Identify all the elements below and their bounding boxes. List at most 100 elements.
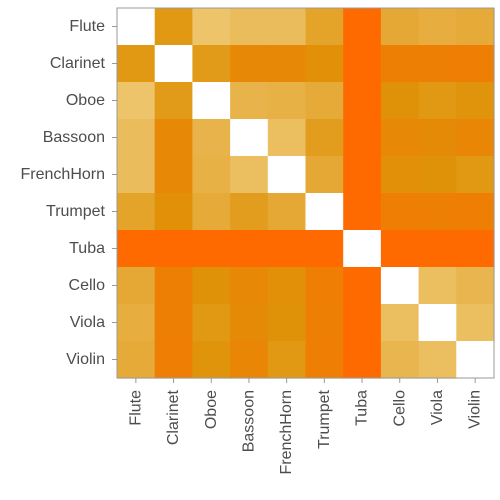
heatmap-cell-bassoon-oboe bbox=[192, 119, 231, 157]
heatmap-cell-bassoon-viola bbox=[418, 119, 457, 157]
heatmap-cell-viola-bassoon bbox=[230, 304, 269, 342]
heatmap-cell-frenchhorn-oboe bbox=[192, 156, 231, 194]
heatmap-cell-oboe-tuba bbox=[343, 82, 382, 120]
heatmap-cell-viola-flute bbox=[117, 304, 156, 342]
heatmap-cell-oboe-trumpet bbox=[305, 82, 344, 120]
heatmap-cell-violin-oboe bbox=[192, 341, 231, 379]
heatmap-cell-cello-bassoon bbox=[230, 267, 269, 305]
heatmap-cell-trumpet-oboe bbox=[192, 193, 231, 231]
heatmap-cell-frenchhorn-clarinet bbox=[154, 156, 193, 194]
heatmap-cell-violin-tuba bbox=[343, 341, 382, 379]
heatmap-cell-trumpet-viola bbox=[418, 193, 457, 231]
heatmap-cell-oboe-cello bbox=[380, 82, 420, 120]
heatmap-cell-viola-tuba bbox=[343, 304, 382, 342]
heatmap-cell-flute-violin bbox=[456, 8, 495, 46]
heatmap-cell-oboe-clarinet bbox=[154, 82, 193, 120]
heatmap-cell-frenchhorn-viola bbox=[418, 156, 457, 194]
y-tick-label-tuba: Tuba bbox=[69, 240, 105, 257]
x-tick-label-flute: Flute bbox=[127, 390, 144, 426]
heatmap-cell-tuba-oboe bbox=[192, 230, 231, 268]
heatmap-cell-oboe-oboe bbox=[192, 82, 231, 120]
y-tick-label-frenchhorn: FrenchHorn bbox=[21, 166, 105, 183]
heatmap-cell-flute-tuba bbox=[343, 8, 382, 46]
heatmap-cell-oboe-viola bbox=[418, 82, 457, 120]
heatmap-cell-clarinet-viola bbox=[418, 45, 457, 83]
heatmap-cell-flute-clarinet bbox=[154, 8, 193, 46]
heatmap-cell-bassoon-violin bbox=[456, 119, 495, 157]
heatmap-cell-frenchhorn-trumpet bbox=[305, 156, 344, 194]
heatmap-cell-tuba-frenchhorn bbox=[267, 230, 307, 268]
y-axis-labels: Flute Clarinet Oboe Bassoon FrenchHorn Trumpe… bbox=[21, 18, 106, 368]
heatmap-cell-trumpet-frenchhorn bbox=[267, 193, 307, 231]
x-tick-label-cello: Cello bbox=[391, 390, 408, 427]
y-tick-label-bassoon: Bassoon bbox=[43, 129, 105, 146]
heatmap-cell-violin-trumpet bbox=[305, 341, 344, 379]
heatmap-cell-flute-flute bbox=[117, 8, 156, 46]
heatmap-cell-cello-clarinet bbox=[154, 267, 193, 305]
x-tick-label-viola: Viola bbox=[429, 390, 446, 425]
heatmap-cell-clarinet-bassoon bbox=[230, 45, 269, 83]
heatmap-cell-cello-tuba bbox=[343, 267, 382, 305]
heatmap-cell-tuba-violin bbox=[456, 230, 495, 268]
heatmap-cell-tuba-tuba bbox=[343, 230, 382, 268]
frame-ticks bbox=[112, 26, 476, 383]
heatmap-cell-clarinet-frenchhorn bbox=[267, 45, 307, 83]
heatmap-cell-tuba-bassoon bbox=[230, 230, 269, 268]
heatmap-cell-frenchhorn-flute bbox=[117, 156, 156, 194]
heatmap-cell-tuba-clarinet bbox=[154, 230, 193, 268]
heatmap-cell-bassoon-trumpet bbox=[305, 119, 344, 157]
heatmap-cell-bassoon-bassoon bbox=[230, 119, 269, 157]
y-tick-label-oboe: Oboe bbox=[66, 92, 105, 109]
heatmap-cell-trumpet-clarinet bbox=[154, 193, 193, 231]
x-tick-label-oboe: Oboe bbox=[203, 390, 220, 429]
heatmap-cell-oboe-flute bbox=[117, 82, 156, 120]
heatmap-cell-viola-cello bbox=[380, 304, 420, 342]
heatmap-cell-cello-oboe bbox=[192, 267, 231, 305]
heatmap-cell-tuba-trumpet bbox=[305, 230, 344, 268]
heatmap-cell-clarinet-oboe bbox=[192, 45, 231, 83]
heatmap-cell-frenchhorn-violin bbox=[456, 156, 495, 194]
heatmap-cell-flute-cello bbox=[380, 8, 420, 46]
heatmap-cell-bassoon-cello bbox=[380, 119, 420, 157]
heatmap-cell-frenchhorn-frenchhorn bbox=[267, 156, 307, 194]
y-tick-label-viola: Viola bbox=[70, 314, 105, 331]
heatmap-cell-cello-flute bbox=[117, 267, 156, 305]
x-tick-label-trumpet: Trumpet bbox=[316, 389, 333, 449]
plot-frame bbox=[116, 7, 495, 379]
heatmap-cell-viola-oboe bbox=[192, 304, 231, 342]
heatmap-cell-oboe-frenchhorn bbox=[267, 82, 307, 120]
heatmap-cell-viola-frenchhorn bbox=[267, 304, 307, 342]
heatmap-cell-cello-viola bbox=[418, 267, 457, 305]
heatmap-cell-trumpet-bassoon bbox=[230, 193, 269, 231]
heatmap-cell-bassoon-clarinet bbox=[154, 119, 193, 157]
heatmap-cell-cello-cello bbox=[380, 267, 420, 305]
heatmap-cell-oboe-violin bbox=[456, 82, 495, 120]
y-tick-label-clarinet: Clarinet bbox=[50, 55, 106, 72]
heatmap-cell-clarinet-violin bbox=[456, 45, 495, 83]
heatmap-cell-clarinet-flute bbox=[117, 45, 156, 83]
x-tick-label-violin: Violin bbox=[467, 390, 484, 429]
x-tick-label-frenchhorn: FrenchHorn bbox=[278, 390, 295, 474]
y-tick-label-flute: Flute bbox=[69, 18, 105, 35]
y-tick-label-cello: Cello bbox=[69, 277, 106, 294]
heatmap-cell-flute-viola bbox=[418, 8, 457, 46]
x-tick-label-bassoon: Bassoon bbox=[240, 390, 257, 452]
heatmap-cell-oboe-bassoon bbox=[230, 82, 269, 120]
heatmap-cell-bassoon-flute bbox=[117, 119, 156, 157]
heatmap-cells bbox=[117, 8, 495, 379]
heatmap-cell-violin-viola bbox=[418, 341, 457, 379]
heatmap-cell-violin-violin bbox=[456, 341, 495, 379]
heatmap-cell-trumpet-violin bbox=[456, 193, 495, 231]
heatmap-cell-clarinet-clarinet bbox=[154, 45, 193, 83]
heatmap-cell-clarinet-tuba bbox=[343, 45, 382, 83]
heatmap-cell-frenchhorn-cello bbox=[380, 156, 420, 194]
y-tick-label-violin: Violin bbox=[66, 351, 105, 368]
heatmap-cell-viola-violin bbox=[456, 304, 495, 342]
heatmap-cell-trumpet-cello bbox=[380, 193, 420, 231]
heatmap-cell-trumpet-trumpet bbox=[305, 193, 344, 231]
heatmap-cell-flute-oboe bbox=[192, 8, 231, 46]
x-tick-label-tuba: Tuba bbox=[354, 390, 371, 426]
y-tick-label-trumpet: Trumpet bbox=[46, 203, 106, 220]
x-axis-labels: Flute Clarinet Oboe Bassoon FrenchHorn Trumpe… bbox=[127, 389, 483, 474]
